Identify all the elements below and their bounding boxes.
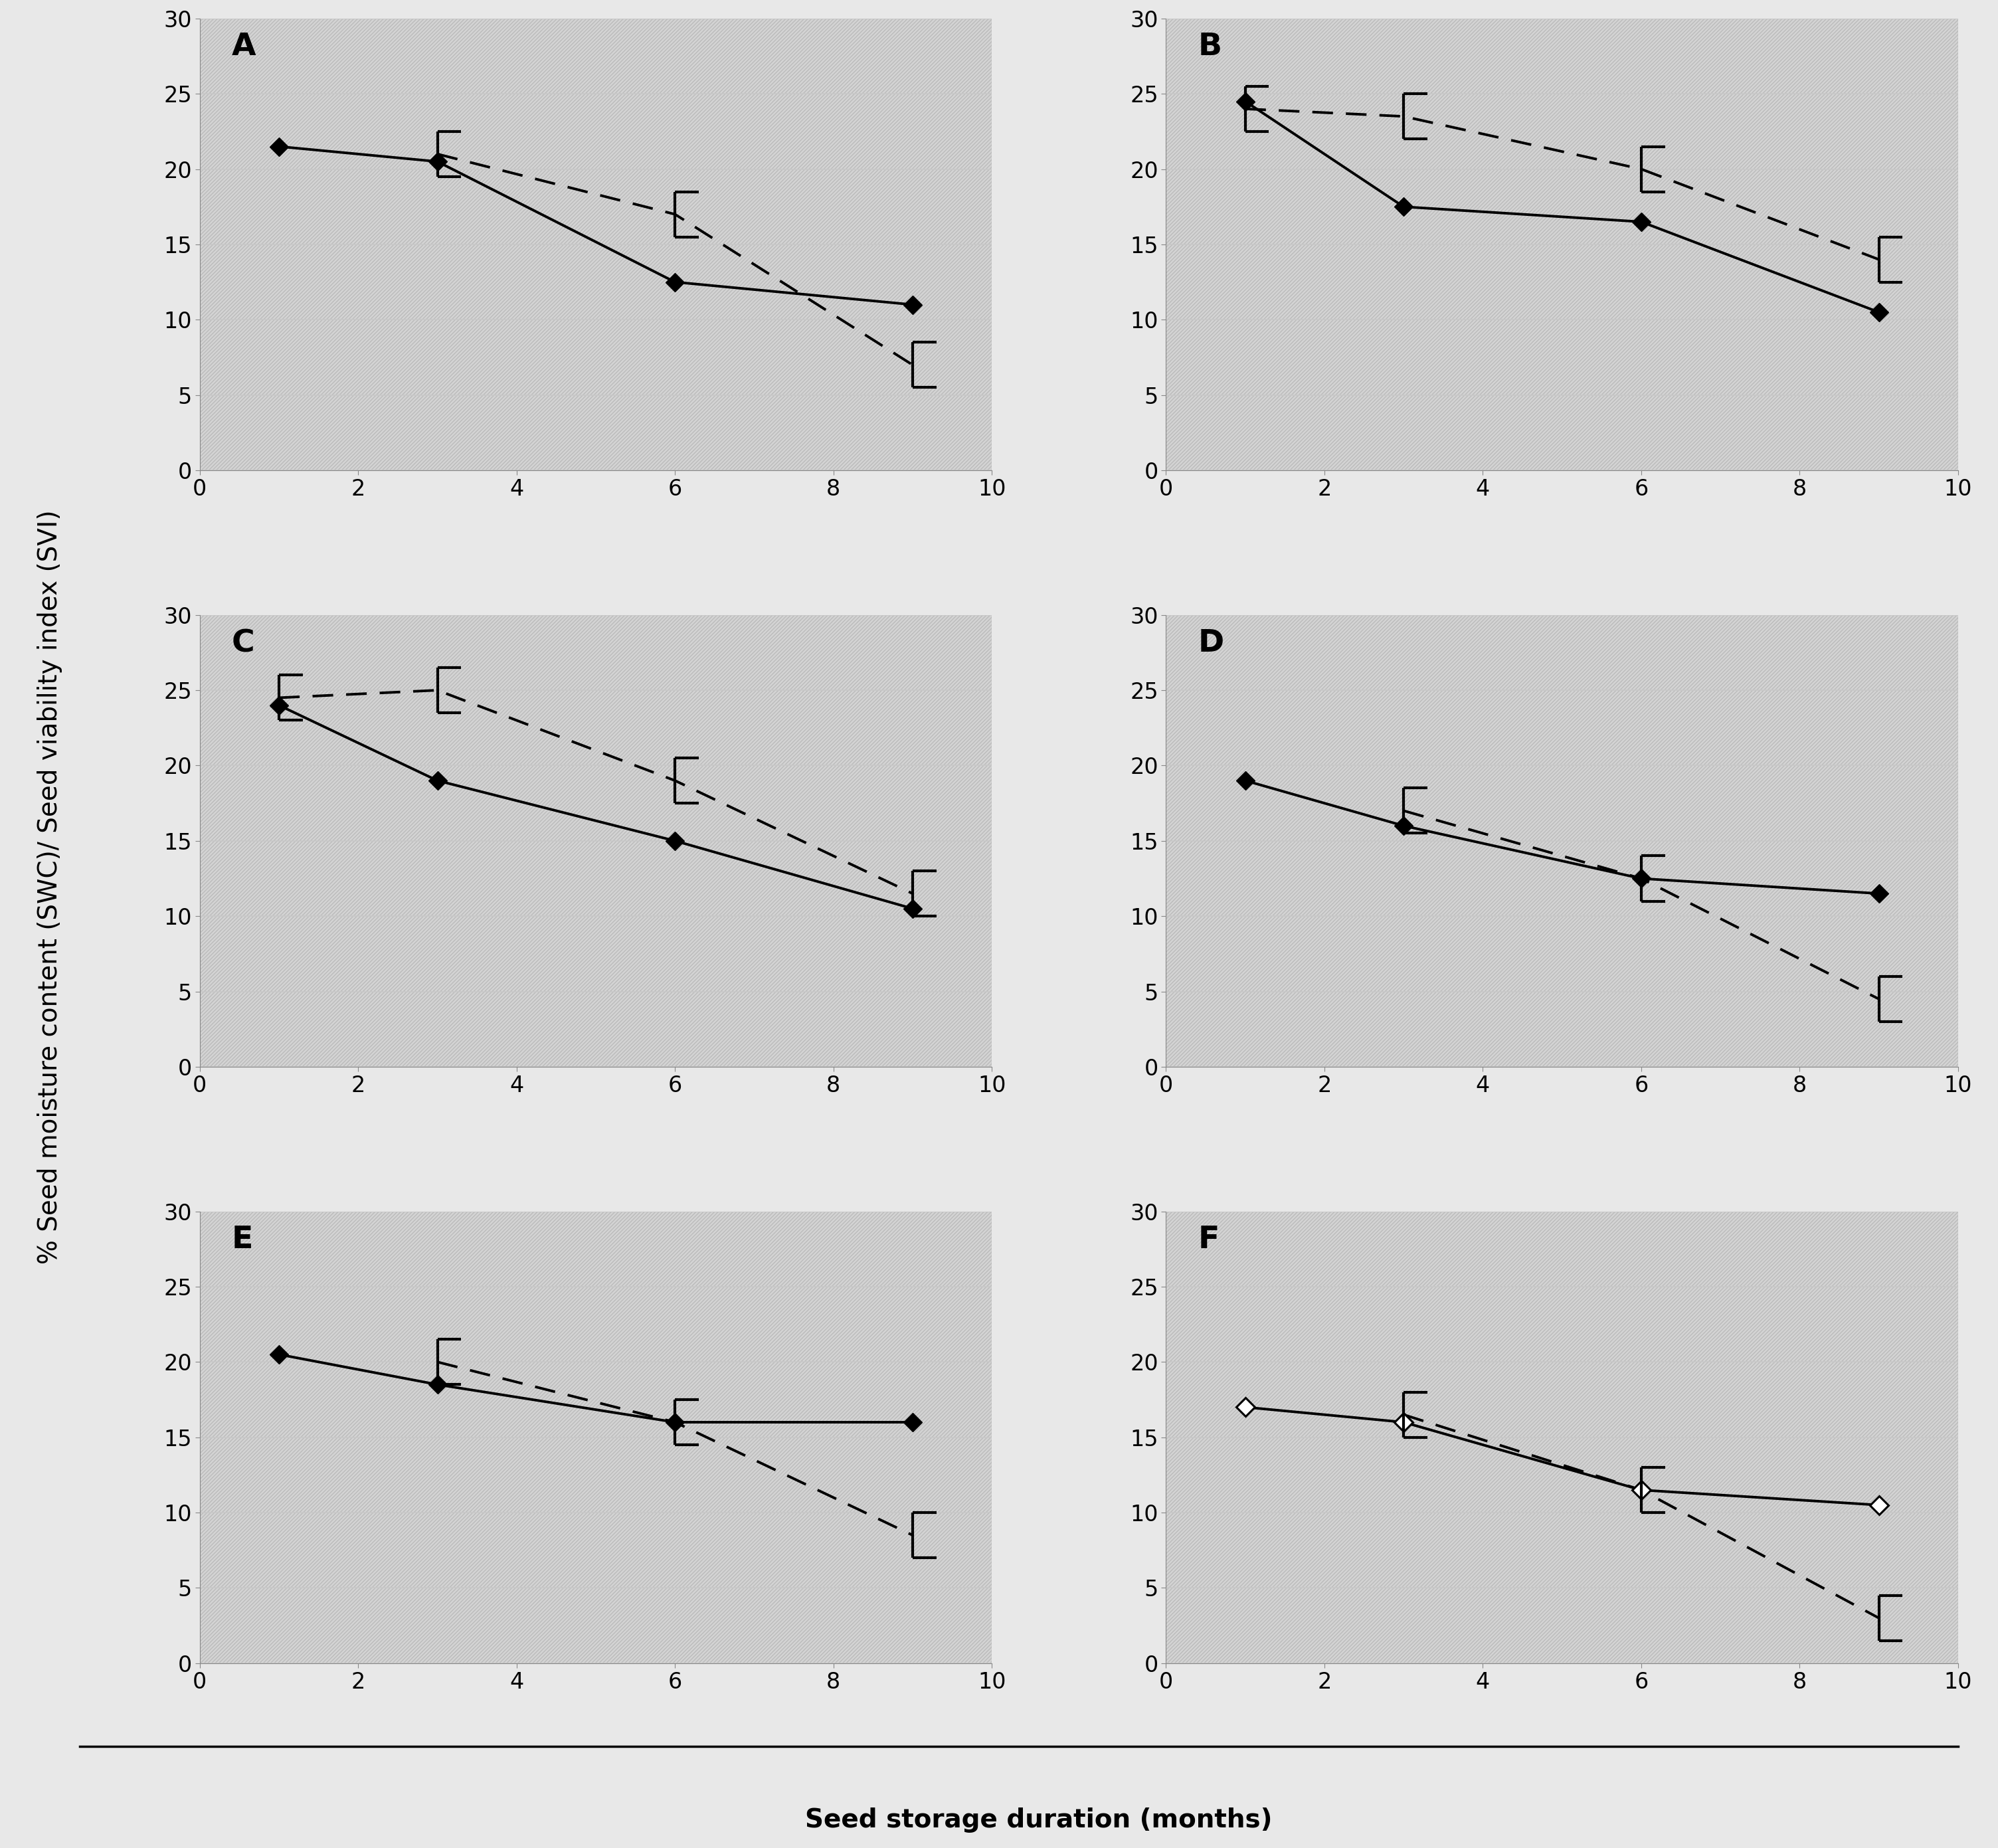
- Text: Seed storage duration (months): Seed storage duration (months): [805, 1807, 1273, 1833]
- Text: D: D: [1197, 628, 1225, 658]
- Text: E: E: [232, 1225, 254, 1255]
- Text: F: F: [1197, 1225, 1219, 1255]
- Text: A: A: [232, 31, 256, 63]
- Text: B: B: [1197, 31, 1221, 63]
- Text: % Seed moisture content (SWC)/ Seed viability index (SVI): % Seed moisture content (SWC)/ Seed viab…: [38, 510, 62, 1264]
- Text: C: C: [232, 628, 254, 658]
